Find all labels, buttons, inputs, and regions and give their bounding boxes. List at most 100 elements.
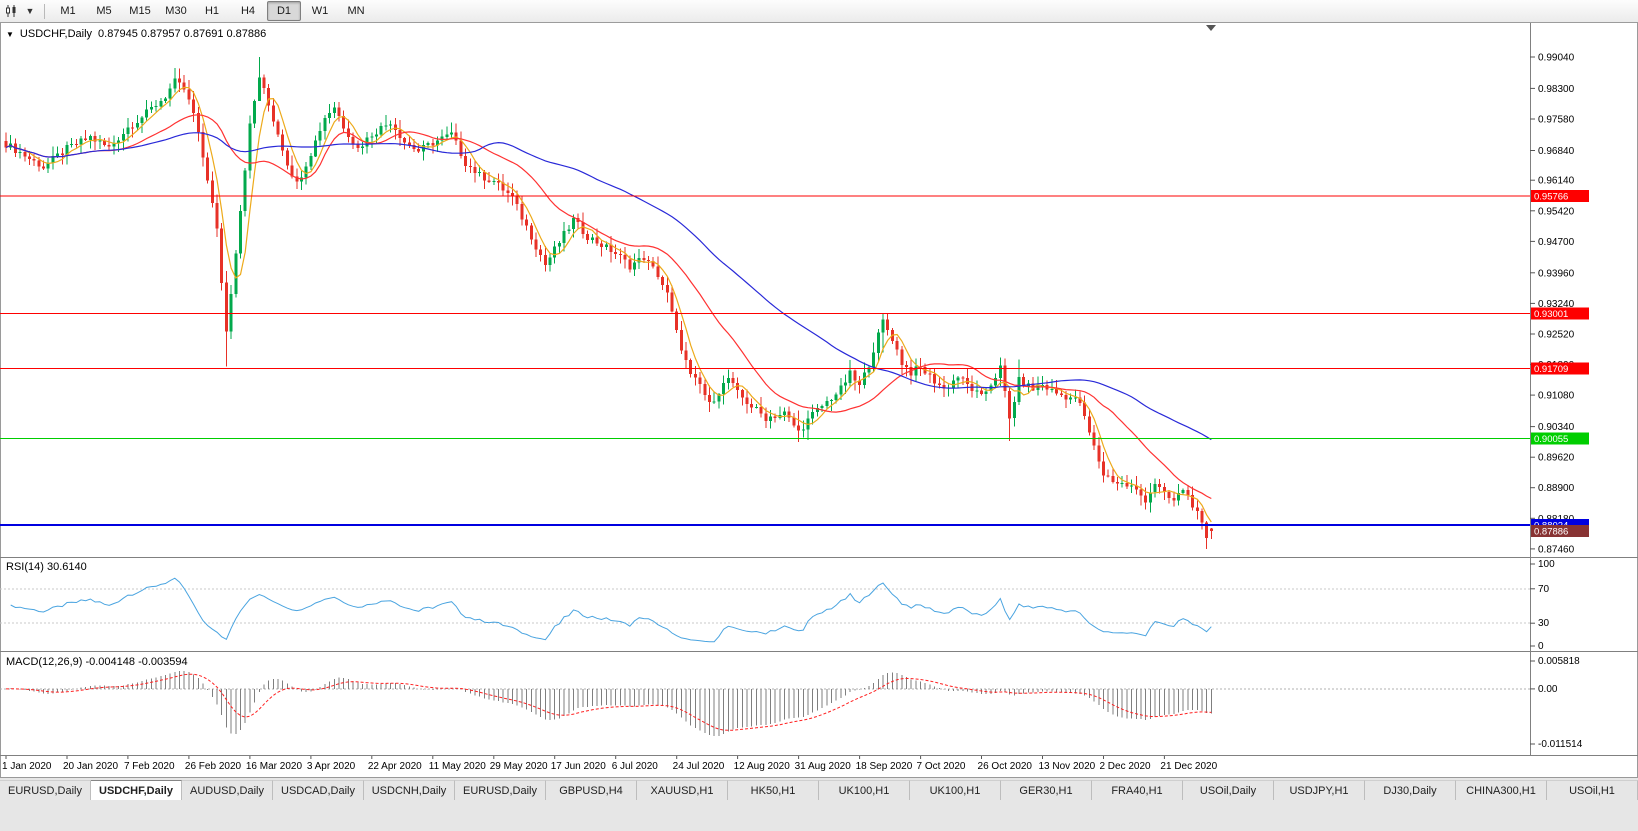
rsi-layer: 100 70 30 0 (0, 559, 1555, 652)
date-axis-label: 20 Jan 2020 (63, 761, 118, 772)
tab-usdjpy-h1[interactable]: USDJPY,H1 (1274, 780, 1365, 800)
date-axis-label: 11 May 2020 (429, 761, 487, 772)
macd-axis-label: 0.005818 (1538, 656, 1580, 667)
level-price-tag (1531, 307, 1589, 320)
date-axis-label: 12 Aug 2020 (734, 761, 791, 772)
dropdown-caret-icon[interactable]: ▼ (25, 6, 35, 16)
level-price-tag (1531, 362, 1589, 375)
tab-uk100-h1[interactable]: UK100,H1 (819, 780, 910, 800)
date-axis-label: 26 Feb 2020 (185, 761, 242, 772)
tab-bar: EURUSD,Daily USDCHF,Daily AUDUSD,Daily USDC… (0, 777, 1638, 831)
price-axis-label: 0.87460 (1538, 544, 1575, 555)
date-axis-label: 7 Feb 2020 (124, 761, 175, 772)
chart-symbol-icon: ▼ (6, 29, 14, 39)
tab-fra40-h1[interactable]: FRA40,H1 (1092, 780, 1183, 800)
tab-eurusd-daily[interactable]: EURUSD,Daily (0, 780, 91, 800)
toolbar-separator (44, 3, 45, 19)
date-axis-label: 26 Oct 2020 (978, 761, 1033, 772)
date-axis-label: 13 Nov 2020 (1038, 761, 1095, 772)
toolbar: ▼ M1 M5 M15 M30 H1 H4 D1 W1 MN (0, 0, 1638, 23)
candles-layer (4, 57, 1213, 549)
timeframe-button-m5[interactable]: M5 (96, 5, 112, 17)
price-axis-label: 0.90340 (1538, 422, 1575, 433)
price-axis-label: 0.96140 (1538, 176, 1575, 187)
price-tags: 0.957660.930010.917090.900550.880240.878… (1531, 190, 1589, 537)
price-axis-label: 0.92520 (1538, 330, 1575, 341)
date-axis-label: 24 Jul 2020 (673, 761, 725, 772)
tab-hk50-h1[interactable]: HK50,H1 (728, 780, 819, 800)
timeframe-buttons: M1 M5 M15 M30 H1 H4 D1 W1 MN (50, 1, 374, 21)
price-axis-label: 0.88900 (1538, 483, 1575, 494)
level-price-tag (1531, 432, 1589, 445)
level-price-tag-label: 0.90055 (1534, 434, 1568, 445)
level-price-tag-label: 0.91709 (1534, 364, 1568, 375)
rsi-axis-label: 0 (1538, 641, 1544, 652)
tab-usdchf-daily[interactable]: USDCHF,Daily (91, 780, 182, 800)
chart-shift-marker-icon[interactable] (1206, 25, 1216, 31)
tab-xauusd-h1[interactable]: XAUUSD,H1 (637, 780, 728, 800)
level-price-tag-label: 0.95766 (1534, 192, 1568, 203)
tab-usdcnh-daily[interactable]: USDCNH,Daily (364, 780, 455, 800)
timeframe-button-m15[interactable]: M15 (129, 5, 151, 17)
date-axis-label: 31 Aug 2020 (795, 761, 852, 772)
level-price-tag-label: 0.93001 (1534, 309, 1568, 320)
ma-lines-layer (5, 86, 1212, 523)
timeframe-button-m1[interactable]: M1 (60, 5, 76, 17)
tab-usoil-daily[interactable]: USOil,Daily (1183, 780, 1274, 800)
date-axis-label: 6 Jul 2020 (612, 761, 659, 772)
price-axis-label: 0.99040 (1538, 53, 1575, 64)
symbol-tabs: EURUSD,Daily USDCHF,Daily AUDUSD,Daily USDC… (0, 780, 1638, 800)
price-axis-label: 0.96840 (1538, 146, 1575, 157)
date-axis-label: 3 Apr 2020 (307, 761, 356, 772)
date-axis-label: 2 Dec 2020 (1099, 761, 1151, 772)
date-axis-label: 21 Dec 2020 (1160, 761, 1217, 772)
price-axis-label: 0.93960 (1538, 268, 1575, 279)
macd-axis-label: -0.011514 (1538, 739, 1583, 750)
panel-separators (0, 25, 1638, 756)
level-price-tag (1531, 190, 1589, 203)
tab-uk100-h1[interactable]: UK100,H1 (910, 780, 1001, 800)
tab-audusd-daily[interactable]: AUDUSD,Daily (182, 780, 273, 800)
timeframe-button-d1[interactable]: D1 (267, 1, 301, 21)
timeframe-button-h1[interactable]: H1 (204, 5, 220, 17)
rsi-axis-label: 30 (1538, 618, 1550, 629)
tab-china300-h1[interactable]: CHINA300,H1 (1456, 780, 1547, 800)
current-price-tag-label: 0.87886 (1534, 526, 1568, 537)
chart-canvas[interactable]: 0.99040 0.98300 0.97580 0.96840 0.96140 0.954… (0, 23, 1638, 777)
price-axis-label: 0.91080 (1538, 391, 1575, 402)
macd-layer: 0.005818 0.00 -0.011514 (0, 656, 1583, 750)
horizontal-lines-layer (0, 195, 1530, 526)
macd-label: MACD(12,26,9) -0.004148 -0.003594 (6, 656, 188, 668)
date-axis-label: 1 Jan 2020 (2, 761, 52, 772)
timeframe-button-w1[interactable]: W1 (311, 5, 329, 17)
date-axis-label: 7 Oct 2020 (917, 761, 966, 772)
tab-usdcad-daily[interactable]: USDCAD,Daily (273, 780, 364, 800)
tab-gbpusd-h4[interactable]: GBPUSD,H4 (546, 780, 637, 800)
timeframe-button-h4[interactable]: H4 (240, 5, 256, 17)
date-axis-label: 16 Mar 2020 (246, 761, 303, 772)
tab-usoil-h1[interactable]: USOil,H1 (1547, 780, 1638, 800)
chart-symbol-title: USDCHF,Daily (19, 28, 93, 40)
price-axis: 0.99040 0.98300 0.97580 0.96840 0.96140 0.954… (1530, 23, 1575, 755)
timeframe-button-mn[interactable]: MN (347, 5, 365, 17)
chart-ohlc-values: 0.87945 0.87957 0.87691 0.87886 (98, 28, 267, 40)
tab-ger30-h1[interactable]: GER30,H1 (1001, 780, 1092, 800)
date-axis-label: 29 May 2020 (490, 761, 548, 772)
date-axis: 1 Jan 2020 20 Jan 2020 7 Feb 2020 26 Feb 20… (2, 755, 1218, 772)
tab-dj30-daily[interactable]: DJ30,Daily (1365, 780, 1456, 800)
macd-axis-label: 0.00 (1538, 684, 1558, 695)
timeframe-button-m30[interactable]: M30 (165, 5, 187, 17)
rsi-axis-label: 100 (1538, 559, 1555, 570)
price-axis-label: 0.93240 (1538, 299, 1575, 310)
price-axis-label: 0.89620 (1538, 453, 1575, 464)
rsi-axis-label: 70 (1538, 584, 1550, 595)
chart-header: ▼ USDCHF,Daily 0.87945 0.87957 0.87691 0… (6, 28, 266, 40)
date-axis-label: 18 Sep 2020 (856, 761, 913, 772)
candlestick-chart-icon[interactable] (4, 3, 20, 19)
tab-eurusd-daily[interactable]: EURUSD,Daily (455, 780, 546, 800)
date-axis-label: 22 Apr 2020 (368, 761, 422, 772)
price-axis-label: 0.95420 (1538, 206, 1575, 217)
current-price-tag (1531, 524, 1589, 537)
price-axis-label: 0.97580 (1538, 115, 1575, 126)
